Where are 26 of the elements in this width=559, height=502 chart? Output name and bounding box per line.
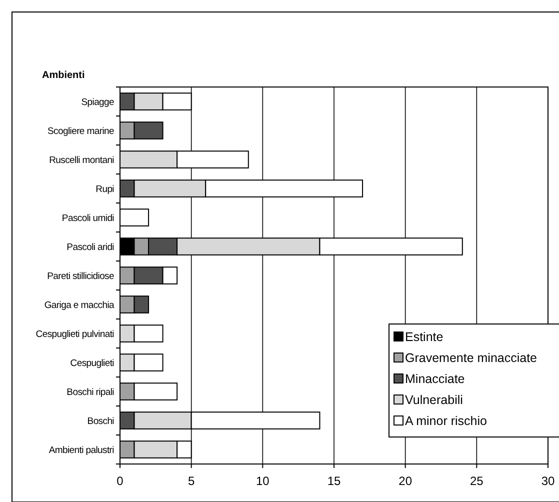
legend-label: Gravemente minacciate [405, 351, 538, 365]
x-tick-label: 30 [541, 474, 555, 488]
y-axis-title: Ambienti [42, 70, 85, 81]
x-tick-label: 5 [188, 474, 195, 488]
y-tick-label: Pascoli umidi [62, 212, 114, 224]
y-tick-label: Spiagge [81, 96, 114, 108]
x-tick-label: 20 [398, 474, 412, 488]
y-tick-label: Scogliere marine [48, 126, 114, 137]
legend-label: Minacciate [405, 372, 465, 386]
y-tick-label: Boschi ripali [66, 386, 114, 398]
y-tick-label: Pareti stillicidiose [47, 270, 114, 282]
legend-label: Vulnerabili [405, 393, 463, 407]
y-tick-label: Rupi [96, 184, 114, 195]
y-tick-label: Cespuglieti [70, 358, 114, 369]
x-tick-label: 15 [327, 474, 341, 488]
x-tick-label: 10 [256, 474, 270, 488]
legend-label: Estinte [405, 330, 444, 344]
x-tick-label: 0 [116, 474, 124, 488]
y-tick-label: Cespuglieti pulvinati [36, 328, 114, 340]
y-tick-label: Pascoli aridi [66, 242, 114, 253]
y-tick-label: Boschi [87, 416, 114, 427]
y-tick-label: Ruscelli montani [49, 154, 114, 166]
y-tick-label: Gariga e macchia [44, 300, 116, 311]
legend-label: A minor rischio [405, 414, 488, 428]
y-tick-label: Ambienti palustri [48, 444, 114, 456]
x-tick-label: 25 [470, 474, 484, 488]
